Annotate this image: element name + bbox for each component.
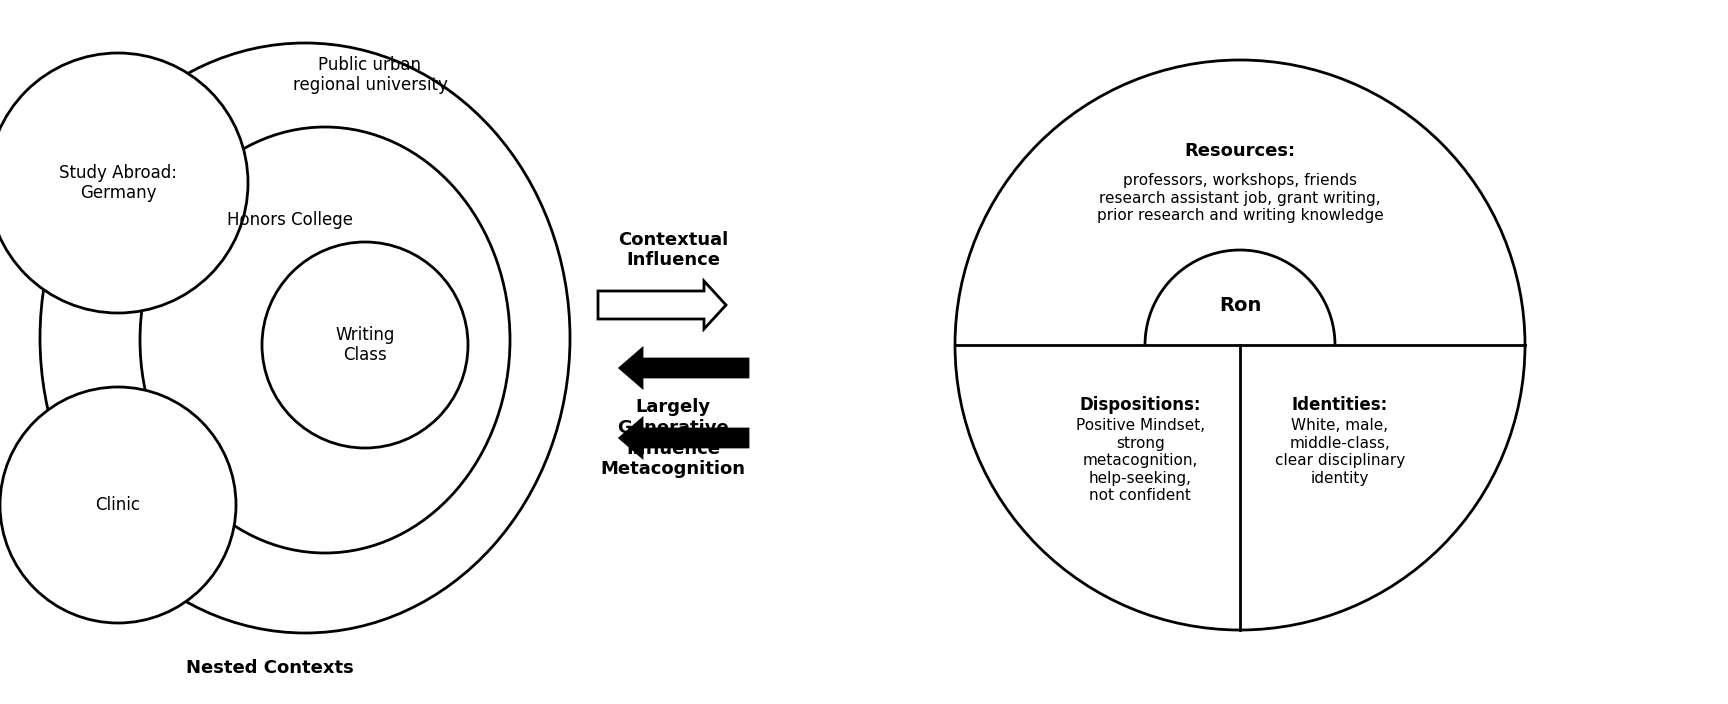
Text: Nested Contexts: Nested Contexts	[187, 659, 354, 677]
Circle shape	[0, 53, 249, 313]
Text: Clinic: Clinic	[95, 496, 140, 514]
Text: Resources:: Resources:	[1184, 142, 1296, 161]
Text: Identities:: Identities:	[1291, 396, 1388, 414]
Circle shape	[956, 60, 1526, 630]
Text: Contextual
Influence: Contextual Influence	[619, 231, 727, 270]
Text: White, male,
middle-class,
clear disciplinary
identity: White, male, middle-class, clear discipl…	[1275, 418, 1405, 486]
Text: Metacognition: Metacognition	[601, 460, 745, 478]
Text: Honors College: Honors College	[226, 211, 353, 229]
FancyArrow shape	[620, 349, 748, 387]
Text: Positive Mindset,
strong
metacognition,
help-seeking,
not confident: Positive Mindset, strong metacognition, …	[1077, 418, 1204, 503]
Circle shape	[0, 387, 237, 623]
Text: professors, workshops, friends
research assistant job, grant writing,
prior rese: professors, workshops, friends research …	[1097, 173, 1384, 223]
Text: Writing
Class: Writing Class	[335, 325, 394, 365]
FancyArrow shape	[598, 281, 726, 329]
Text: Largely
Generative
Influence: Largely Generative Influence	[617, 398, 729, 458]
Text: Study Abroad:
Germany: Study Abroad: Germany	[59, 163, 176, 203]
Text: Ron: Ron	[1218, 296, 1261, 315]
Text: Public urban
regional university: Public urban regional university	[292, 56, 448, 94]
Text: Dispositions:: Dispositions:	[1080, 396, 1201, 414]
FancyArrow shape	[620, 419, 748, 457]
